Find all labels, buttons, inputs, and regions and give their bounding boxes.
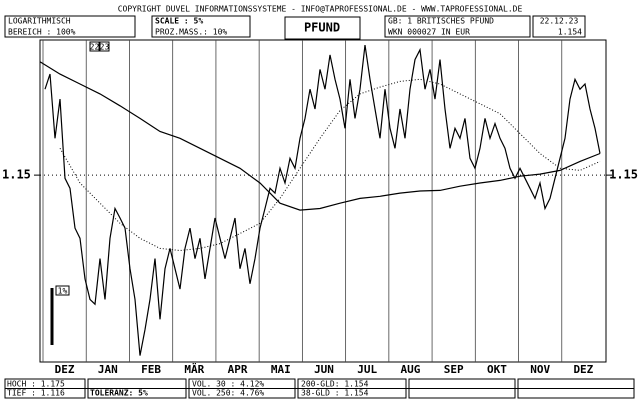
x-tick-label: JAN: [98, 363, 118, 376]
x-tick-label: DEZ: [573, 363, 593, 376]
gld200: 200-GLD: 1.154: [301, 380, 369, 389]
mode: LOGARITHMISCH: [8, 17, 71, 26]
footer: HOCH : 1.175 TIEF : 1.116 TOLERANZ: 5% V…: [4, 378, 635, 399]
date: 22.12.23: [540, 17, 579, 26]
vol30: VOL. 30 : 4.12%: [192, 380, 264, 389]
y-tick-label: 1.15: [2, 168, 31, 182]
low: TIEF : 1.116: [7, 389, 65, 398]
scale-box: [55, 285, 70, 296]
last: 1.154: [558, 28, 582, 37]
x-tick-label: MÄR: [184, 362, 204, 376]
x-tick-label: JUL: [357, 363, 377, 376]
x-tick-label: AUG: [401, 363, 421, 376]
info-box: [4, 15, 136, 38]
x-tick-label: JUN: [314, 363, 334, 376]
name: GB: 1 BRITISCHES PFUND: [388, 17, 494, 26]
y-tick-label: 1.15: [609, 168, 638, 182]
scale-label: 1%: [58, 287, 68, 296]
x-tick-label: DEZ: [55, 363, 75, 376]
copyright: COPYRIGHT DUVEL INFORMATIONSSYSTEME - IN…: [118, 5, 523, 14]
info-box: [384, 15, 531, 38]
x-tick-label: SEP: [444, 363, 464, 376]
proz: PROZ.MASS.: 10%: [155, 28, 227, 37]
x-tick-label: MAI: [271, 363, 291, 376]
x-tick-label: NOV: [530, 363, 550, 376]
wkn: WKN 000027 IN EUR: [388, 28, 470, 37]
year-box: [89, 41, 100, 52]
year-box: [99, 41, 110, 52]
scale: SCALE : 5%: [155, 17, 203, 26]
title-box: [284, 16, 361, 40]
title: PFUND: [304, 21, 340, 35]
high: HOCH : 1.175: [7, 380, 65, 389]
vol250: VOL. 250: 4.76%: [192, 389, 264, 398]
year: 22: [90, 43, 100, 52]
range: BEREICH : 100%: [8, 28, 76, 37]
gld38: 38-GLD : 1.154: [301, 389, 369, 398]
tolerance: TOLERANZ: 5%: [90, 389, 148, 398]
plot-frame: [39, 39, 607, 363]
series-line: [44, 45, 601, 356]
info-box: [151, 15, 251, 38]
x-tick-label: OKT: [487, 363, 507, 376]
x-tick-label: FEB: [141, 363, 161, 376]
info-box: [532, 15, 586, 38]
x-tick-label: APR: [228, 363, 248, 376]
series-line: [39, 61, 601, 211]
year: 23: [100, 43, 110, 52]
